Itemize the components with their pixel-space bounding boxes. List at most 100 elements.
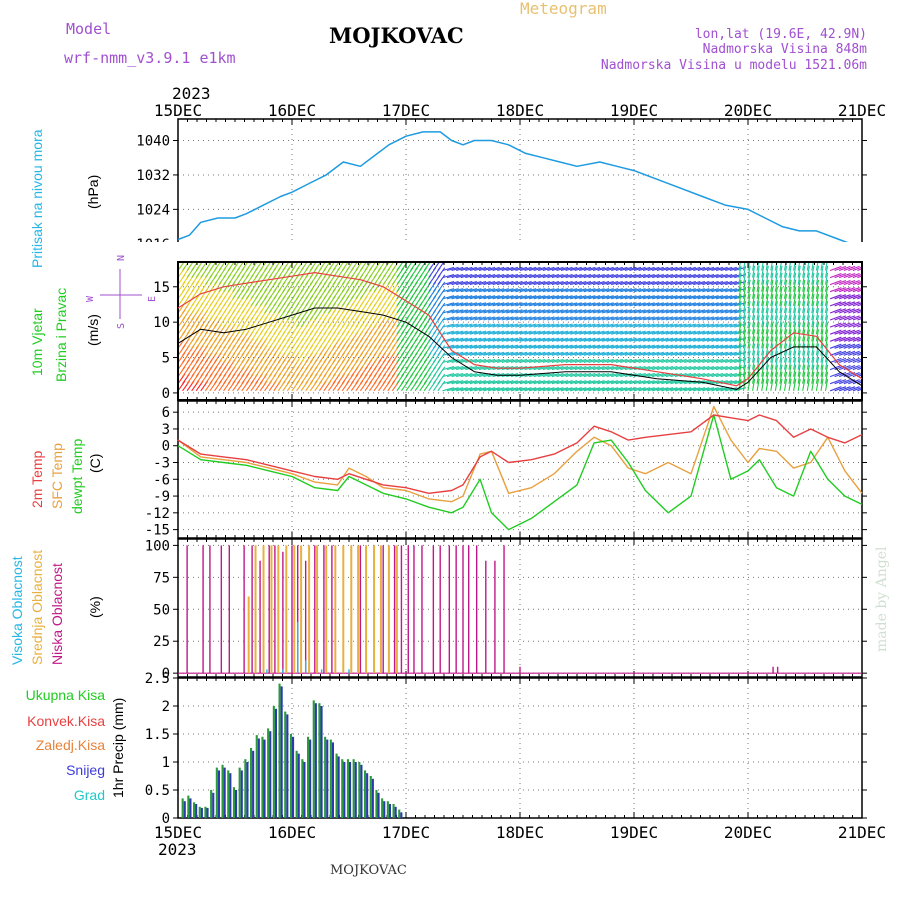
wind-barb xyxy=(560,273,573,279)
wind-barb xyxy=(538,358,550,364)
wind-barb xyxy=(715,309,728,314)
wind-barb xyxy=(620,351,633,356)
wind-barb xyxy=(815,301,820,314)
wind-barb xyxy=(492,309,505,314)
wind-barb xyxy=(793,336,797,349)
wind-barb xyxy=(652,295,664,300)
wind-barb xyxy=(642,380,655,385)
wind-barb xyxy=(551,365,564,371)
wind-barb xyxy=(674,387,687,392)
wind-barb xyxy=(725,323,737,328)
wind-barb xyxy=(501,387,514,392)
temp-ylabel-1: 2m Temp xyxy=(29,450,45,508)
wind-barb xyxy=(843,272,856,279)
wind-barb xyxy=(793,286,797,299)
wind-barb xyxy=(437,324,446,335)
wind-barb xyxy=(761,364,765,377)
wind-barb xyxy=(588,302,601,307)
wind-barb xyxy=(693,323,706,328)
wind-barb xyxy=(556,288,569,293)
wind-barb xyxy=(446,358,459,364)
precip-ytick-label: 2.5 xyxy=(145,671,170,687)
wind-barb xyxy=(492,295,505,300)
wind-barb xyxy=(483,273,496,279)
wind-barb xyxy=(788,294,792,306)
temp-ytick-label: 6 xyxy=(162,405,170,421)
wind-barb xyxy=(524,273,537,279)
wind-barb xyxy=(720,330,733,335)
precip-bar-snow xyxy=(394,806,397,818)
wind-barb xyxy=(684,295,696,300)
wind-barb xyxy=(788,315,792,328)
wind-barb xyxy=(647,316,660,321)
wind-barb xyxy=(446,288,459,293)
wind-barb xyxy=(528,309,541,314)
wind-barb xyxy=(720,358,733,364)
wind-barb xyxy=(688,344,701,349)
wind-barb xyxy=(820,315,824,328)
wind-barb xyxy=(560,330,573,335)
wind-barb xyxy=(720,316,733,321)
wind-barb xyxy=(802,286,806,299)
wind-barb xyxy=(483,295,496,300)
wind-barb xyxy=(811,357,815,370)
wind-barb xyxy=(656,365,669,371)
wind-barb xyxy=(579,266,592,272)
wind-barb xyxy=(642,365,655,371)
wind-barb xyxy=(638,295,651,300)
wind-barb xyxy=(519,280,532,286)
wind-barb xyxy=(820,357,824,370)
wind-barb xyxy=(688,372,701,378)
wind-barb xyxy=(642,280,655,286)
wind-barb xyxy=(528,273,541,279)
wind-barb xyxy=(779,294,783,306)
wind-barb xyxy=(519,337,532,342)
wind-barb xyxy=(820,294,824,306)
wind-barb xyxy=(742,315,747,328)
wind-barb xyxy=(633,358,646,364)
wind-barb xyxy=(624,309,637,314)
wind-barb xyxy=(638,323,651,328)
wind-barb xyxy=(834,350,847,356)
wind-barb xyxy=(738,272,742,285)
wind-barb xyxy=(756,329,760,342)
wind-barb xyxy=(611,323,623,328)
wind-barb xyxy=(738,286,742,299)
precip-bar-total xyxy=(221,764,224,818)
wind-barb xyxy=(506,295,519,300)
wind-barb xyxy=(642,344,655,349)
wind-barb xyxy=(738,265,742,278)
precip-bar-total xyxy=(335,753,338,818)
wind-barb xyxy=(848,371,860,378)
wind-barb xyxy=(788,350,792,363)
wind-barb xyxy=(806,343,810,356)
wind-barb xyxy=(601,323,614,328)
wind-barb xyxy=(519,351,532,356)
wind-barb xyxy=(483,309,496,314)
wind-barb xyxy=(638,330,651,335)
wind-barb xyxy=(533,288,546,293)
wind-barb xyxy=(811,272,815,285)
wind-barb xyxy=(711,323,724,328)
wind-barb xyxy=(765,357,769,370)
wind-barb xyxy=(839,315,851,321)
precip-bar-snow xyxy=(366,773,369,818)
wind-barb xyxy=(606,372,619,378)
wind-barb xyxy=(528,337,541,342)
wind-barb xyxy=(547,316,560,321)
wind-barb xyxy=(711,266,724,272)
wind-barb xyxy=(652,280,664,286)
meteogram-title: Meteogram xyxy=(520,0,607,18)
precip-bar-snow xyxy=(314,703,317,818)
wind-barb xyxy=(542,387,555,392)
wind-barb xyxy=(515,344,528,349)
wind-barb xyxy=(592,337,605,342)
wind-barb xyxy=(437,309,446,321)
top-x-tick-labels: 15DEC 16DEC 17DEC 18DEC 19DEC 20DEC 21DEC xyxy=(154,101,886,120)
wind-barb xyxy=(620,330,633,335)
wind-barb xyxy=(611,358,623,364)
wind-barb xyxy=(815,308,820,321)
wind-barb xyxy=(519,302,532,307)
